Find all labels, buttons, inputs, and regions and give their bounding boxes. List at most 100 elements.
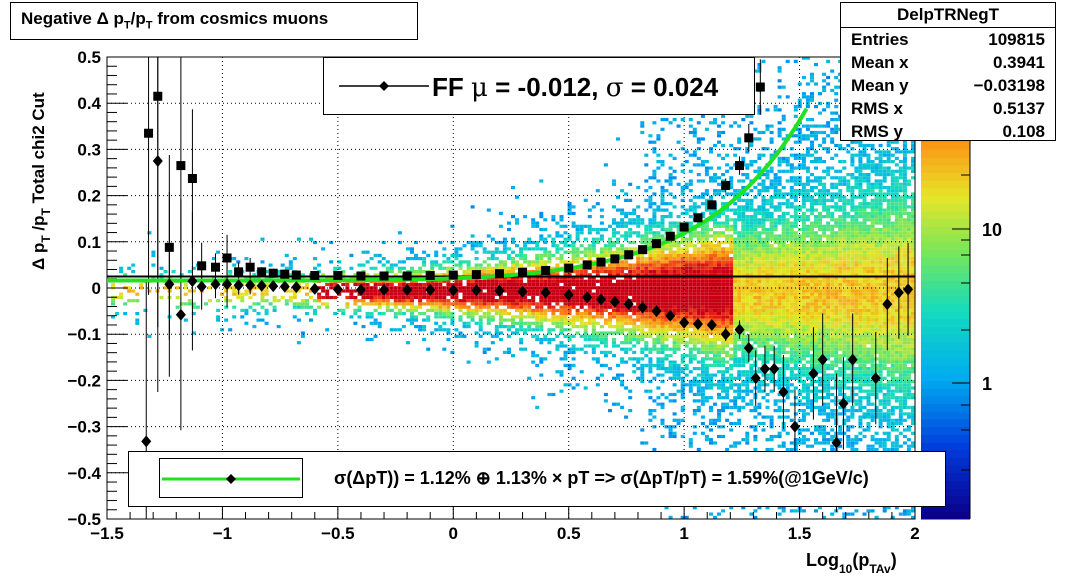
square-marker — [379, 271, 389, 281]
square-marker — [665, 231, 675, 241]
square-marker — [310, 271, 320, 281]
diamond-marker — [734, 323, 745, 336]
diamond-marker — [402, 283, 413, 296]
diamond-marker — [637, 301, 648, 314]
stats-row: Entries 109815 — [851, 30, 1045, 49]
stats-name: DelpTRNegT — [841, 3, 1055, 28]
square-marker — [582, 260, 592, 270]
stats-box: DelpTRNegT Entries 109815 Mean x 0.3941 Me… — [840, 2, 1056, 141]
diamond-marker — [596, 293, 607, 306]
diamond-marker — [268, 280, 279, 293]
fit-label-box: FF μ = -0.012, σ = 0.024 — [323, 57, 755, 115]
diamond-marker — [769, 362, 780, 375]
stats-row: Mean x 0.3941 — [851, 53, 1045, 72]
square-marker — [624, 250, 634, 260]
square-marker — [291, 270, 301, 280]
legend-symbol-box — [159, 458, 303, 498]
square-marker — [610, 254, 620, 264]
diamond-marker — [609, 295, 620, 308]
y-tick-label: −0.2 — [67, 371, 101, 390]
square-marker — [564, 263, 574, 273]
square-marker — [257, 267, 267, 277]
diamond-marker — [623, 298, 634, 311]
square-marker — [596, 257, 606, 267]
diamond-marker — [789, 420, 800, 433]
diamond-marker — [563, 288, 574, 301]
diamond-marker — [540, 286, 551, 299]
square-marker — [448, 270, 458, 280]
square-marker — [494, 269, 504, 279]
y-tick-label: 0.2 — [77, 187, 101, 206]
diamond-marker — [245, 279, 256, 292]
square-marker — [518, 267, 528, 277]
square-marker — [471, 270, 481, 280]
square-marker — [721, 180, 731, 190]
z-tick-label: 10 — [982, 220, 1002, 240]
diamond-marker — [847, 353, 858, 366]
diamond-marker — [759, 362, 770, 375]
diamond-marker — [817, 353, 828, 366]
x-tick-label: 0.5 — [557, 524, 581, 543]
diamond-marker — [720, 328, 731, 341]
y-tick-label: 0.1 — [77, 233, 101, 252]
y-tick-label: 0.3 — [77, 140, 101, 159]
diamond-marker — [196, 280, 207, 293]
diamond-marker — [309, 282, 320, 295]
diamond-marker — [651, 305, 662, 318]
y-tick-label: 0.4 — [77, 94, 101, 113]
x-tick-label: −1.5 — [90, 524, 124, 543]
diamond-marker — [582, 291, 593, 304]
diamond-marker — [210, 278, 221, 291]
diamond-marker — [222, 278, 233, 291]
diamond-marker — [187, 275, 198, 288]
chart-title: Negative Δ pT/pT from cosmics muons — [10, 2, 418, 40]
square-marker — [176, 161, 186, 171]
legend-text: σ(ΔpT)) = 1.12% ⊕ 1.13% × pT => σ(ΔpT/pT… — [334, 468, 869, 488]
square-marker — [744, 133, 754, 143]
diamond-marker — [838, 397, 849, 410]
legend-curve-symbol — [162, 474, 300, 484]
diamond-marker — [175, 308, 186, 321]
square-marker — [638, 245, 648, 255]
x-tick-label: −1 — [213, 524, 232, 543]
diamond-marker — [471, 284, 482, 297]
square-marker — [153, 91, 163, 101]
diamond-marker — [425, 283, 436, 296]
stats-row: RMS y 0.108 — [851, 122, 1045, 141]
diamond-marker — [256, 279, 267, 292]
diamond-marker — [808, 367, 819, 380]
x-tick-label: 2 — [910, 524, 919, 543]
y-tick-label: −0.4 — [67, 464, 101, 483]
square-marker — [541, 265, 551, 275]
square-marker — [211, 262, 221, 272]
square-marker — [164, 242, 174, 252]
diamond-marker — [706, 318, 717, 331]
diamond-marker — [152, 154, 163, 167]
diamond-marker — [750, 372, 761, 385]
square-marker — [693, 213, 703, 223]
fit-legend-symbol — [339, 81, 429, 91]
diamond-marker — [679, 316, 690, 329]
x-tick-label: −0.5 — [321, 524, 355, 543]
square-marker — [651, 239, 661, 249]
color-palette: 1 10 — [921, 57, 1002, 520]
diamond-marker — [494, 284, 505, 297]
diamond-marker — [355, 283, 366, 296]
x-tick-label: 1.5 — [788, 524, 812, 543]
axes: −1.5 −1 −0.5 0 0.5 1 1.5 2 −0.5 −0.4 −0.3 −0.2 −0.1 0… — [67, 48, 919, 543]
legend: σ(ΔpT)) = 1.12% ⊕ 1.13% × pT => σ(ΔpT/pT… — [128, 451, 946, 507]
square-marker — [280, 269, 290, 279]
y-tick-label: 0 — [92, 279, 101, 298]
square-marker — [402, 271, 412, 281]
x-tick-label: 0 — [449, 524, 458, 543]
x-axis-title: Log10(pTAv) — [806, 550, 897, 576]
diamond-marker — [831, 436, 842, 449]
square-marker — [707, 200, 717, 210]
square-marker — [735, 161, 745, 171]
z-tick-label: 1 — [982, 374, 992, 394]
diamond-marker — [448, 284, 459, 297]
square-marker — [197, 261, 207, 271]
diamond-marker — [665, 309, 676, 322]
y-tick-label: −0.5 — [67, 510, 101, 529]
